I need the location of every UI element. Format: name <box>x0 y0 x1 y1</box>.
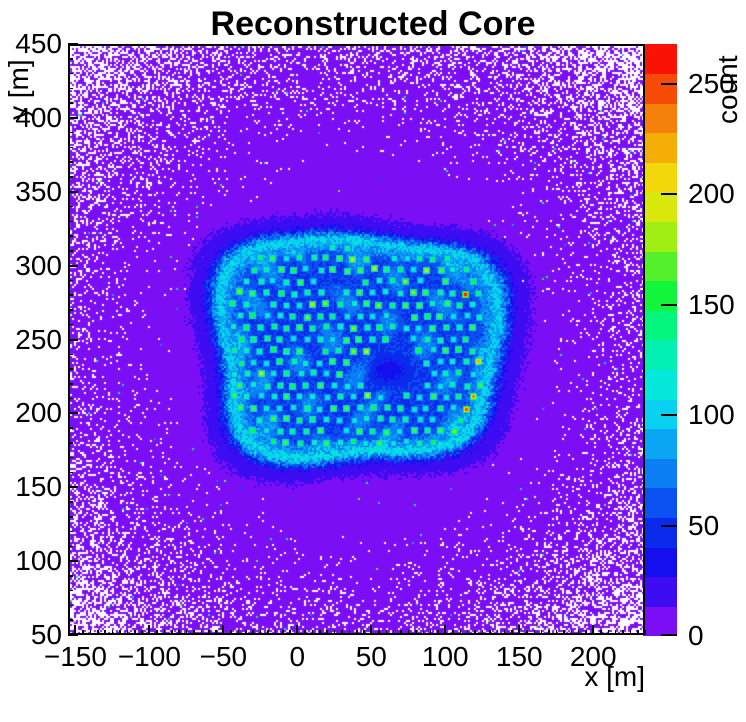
colorbar-band <box>643 251 677 282</box>
colorbar-band <box>643 221 677 252</box>
x-tick-label: −100 <box>117 641 181 672</box>
colorbar-band <box>643 547 677 578</box>
x-tick-label: 200 <box>569 641 617 672</box>
colorbar-tick-label: 250 <box>688 67 735 99</box>
colorbar-band <box>643 44 677 75</box>
y-tick-label: 100 <box>15 545 62 577</box>
y-tick-label: 350 <box>15 175 62 207</box>
colorbar-band <box>643 606 677 637</box>
x-axis-labels: −150 −100 −50 0 50 100 150 200 <box>44 641 645 675</box>
colorbar-tick-label: 0 <box>688 620 704 651</box>
colorbar-band <box>643 192 677 223</box>
colorbar <box>643 44 677 637</box>
x-tick-label: 0 <box>289 641 306 672</box>
colorbar-tick <box>661 82 677 85</box>
colorbar-band <box>643 458 677 489</box>
colorbar-tick-label: 200 <box>688 178 735 210</box>
colorbar-band <box>643 103 677 134</box>
colorbar-band <box>643 73 677 104</box>
colorbar-tick <box>661 193 677 196</box>
x-tick-label: 100 <box>421 641 469 672</box>
y-tick-label: 200 <box>15 397 62 429</box>
x-tick-label: 150 <box>495 641 543 672</box>
y-tick-label: 300 <box>15 249 62 281</box>
colorbar-band <box>643 340 677 371</box>
heatmap-canvas <box>68 44 645 635</box>
colorbar-tick-label: 50 <box>688 509 720 541</box>
colorbar-tick-label: 150 <box>688 288 735 320</box>
colorbar-band <box>643 517 677 548</box>
colorbar-band <box>643 162 677 193</box>
colorbar-tick <box>661 414 677 417</box>
colorbar-band <box>643 488 677 519</box>
y-axis-labels: 50 100 150 200 250 300 350 400 450 <box>0 28 64 650</box>
x-axis-title: x [m] <box>584 661 645 692</box>
colorbar-tick <box>661 634 677 636</box>
plot-title: Reconstructed Core <box>210 5 536 43</box>
x-tick-label: −150 <box>43 641 107 672</box>
colorbar-band <box>643 576 677 607</box>
plot-area <box>67 43 646 636</box>
colorbar-band <box>643 280 677 311</box>
x-tick-label: 50 <box>355 641 387 672</box>
x-tick-label: −50 <box>199 641 248 672</box>
colorbar-tick-label: 100 <box>688 399 735 431</box>
colorbar-band <box>643 428 677 459</box>
colorbar-labels: 0 50 100 150 200 250 <box>688 44 746 651</box>
colorbar-band <box>643 310 677 341</box>
colorbar-band <box>643 132 677 163</box>
y-tick-label: 400 <box>15 101 62 133</box>
colorbar-tick <box>661 524 677 527</box>
y-tick-label: 250 <box>15 323 62 355</box>
y-tick-label: 450 <box>15 28 62 59</box>
y-tick-label: 150 <box>15 471 62 503</box>
colorbar-ticks <box>643 44 677 636</box>
y-tick-label: 50 <box>30 619 62 650</box>
colorbar-band <box>643 369 677 400</box>
colorbar-tick <box>661 303 677 306</box>
